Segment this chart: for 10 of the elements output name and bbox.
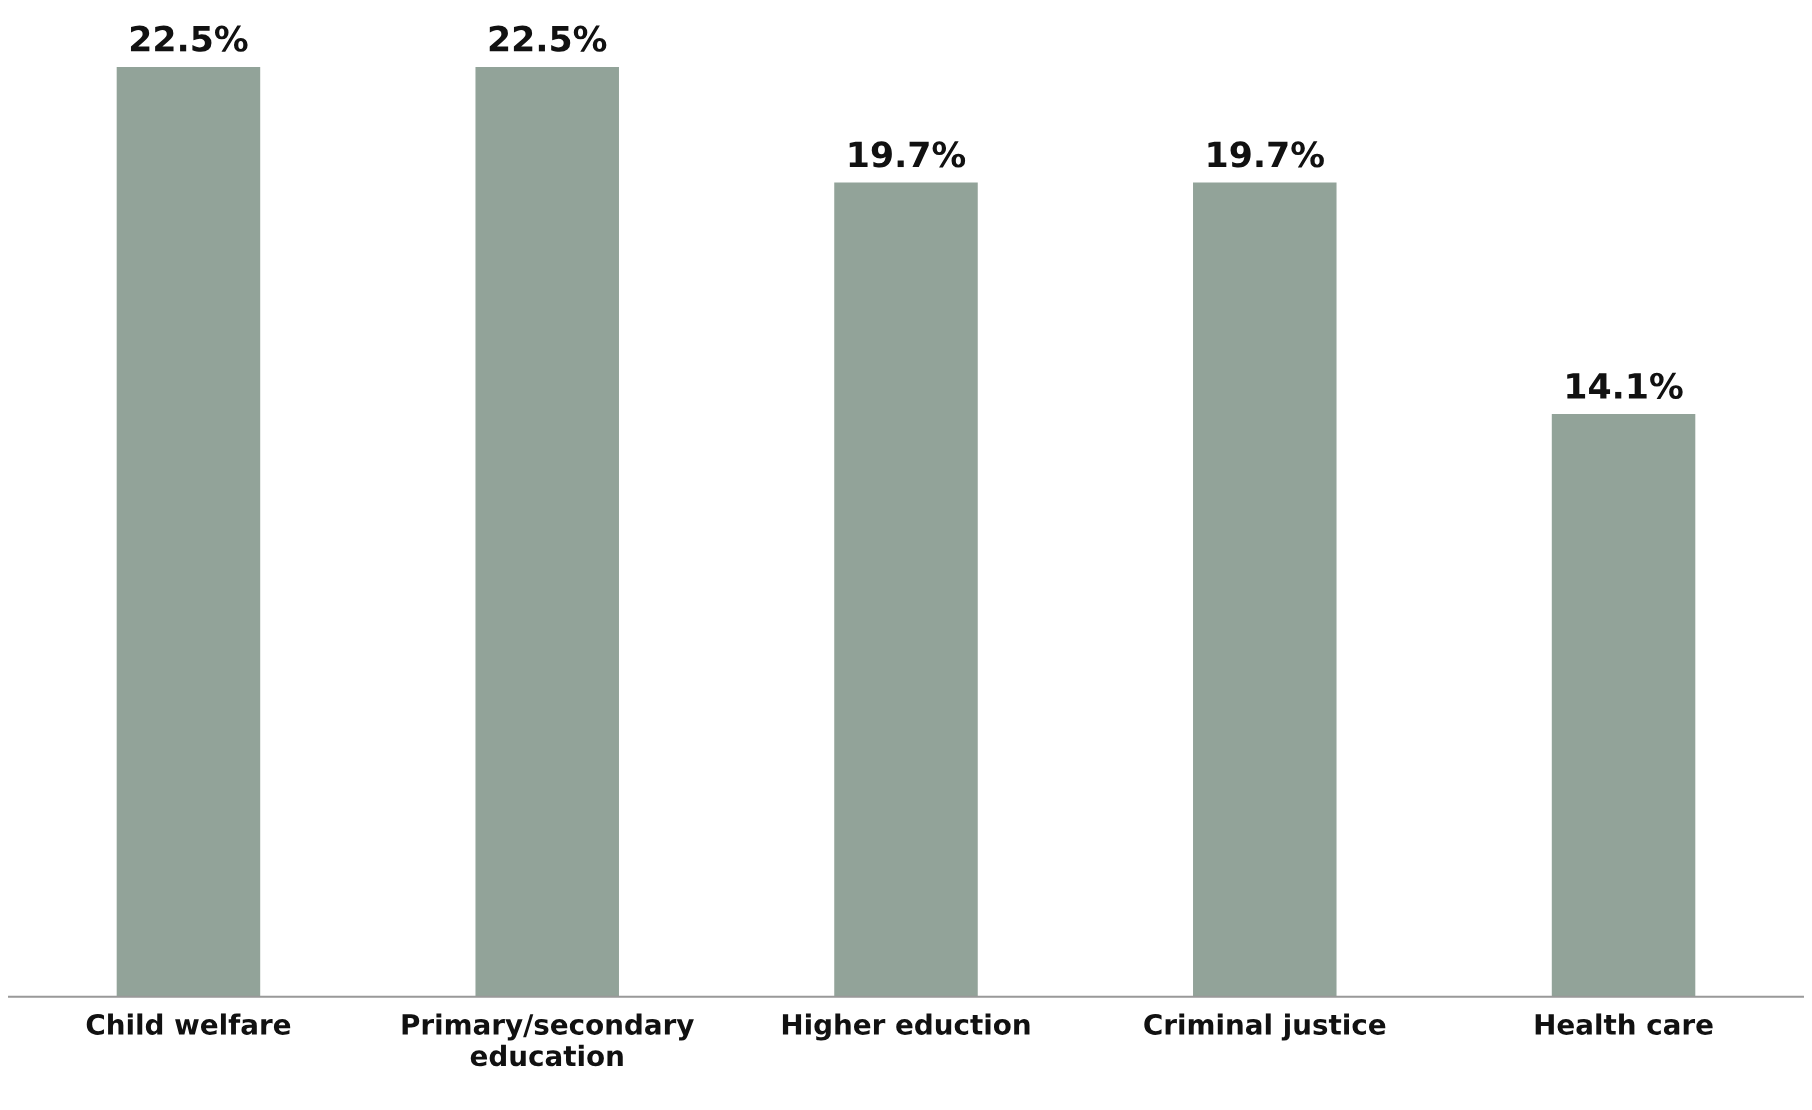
x-tick-label: Primary/secondary education	[402, 1013, 694, 1067]
x-tick-label: Health care	[1535, 1013, 1713, 1035]
data-label: 22.5%	[489, 25, 607, 52]
x-tick-label: Child welfare	[86, 1013, 291, 1035]
x-tick-label: Higher eduction	[782, 1013, 1030, 1041]
x-tick-label: Criminal justice	[1144, 1013, 1386, 1041]
data-label: 22.5%	[130, 25, 248, 52]
data-label: 19.7%	[849, 141, 966, 168]
data-label: 14.1%	[1567, 372, 1683, 399]
data-label: 19.7%	[1208, 141, 1324, 168]
